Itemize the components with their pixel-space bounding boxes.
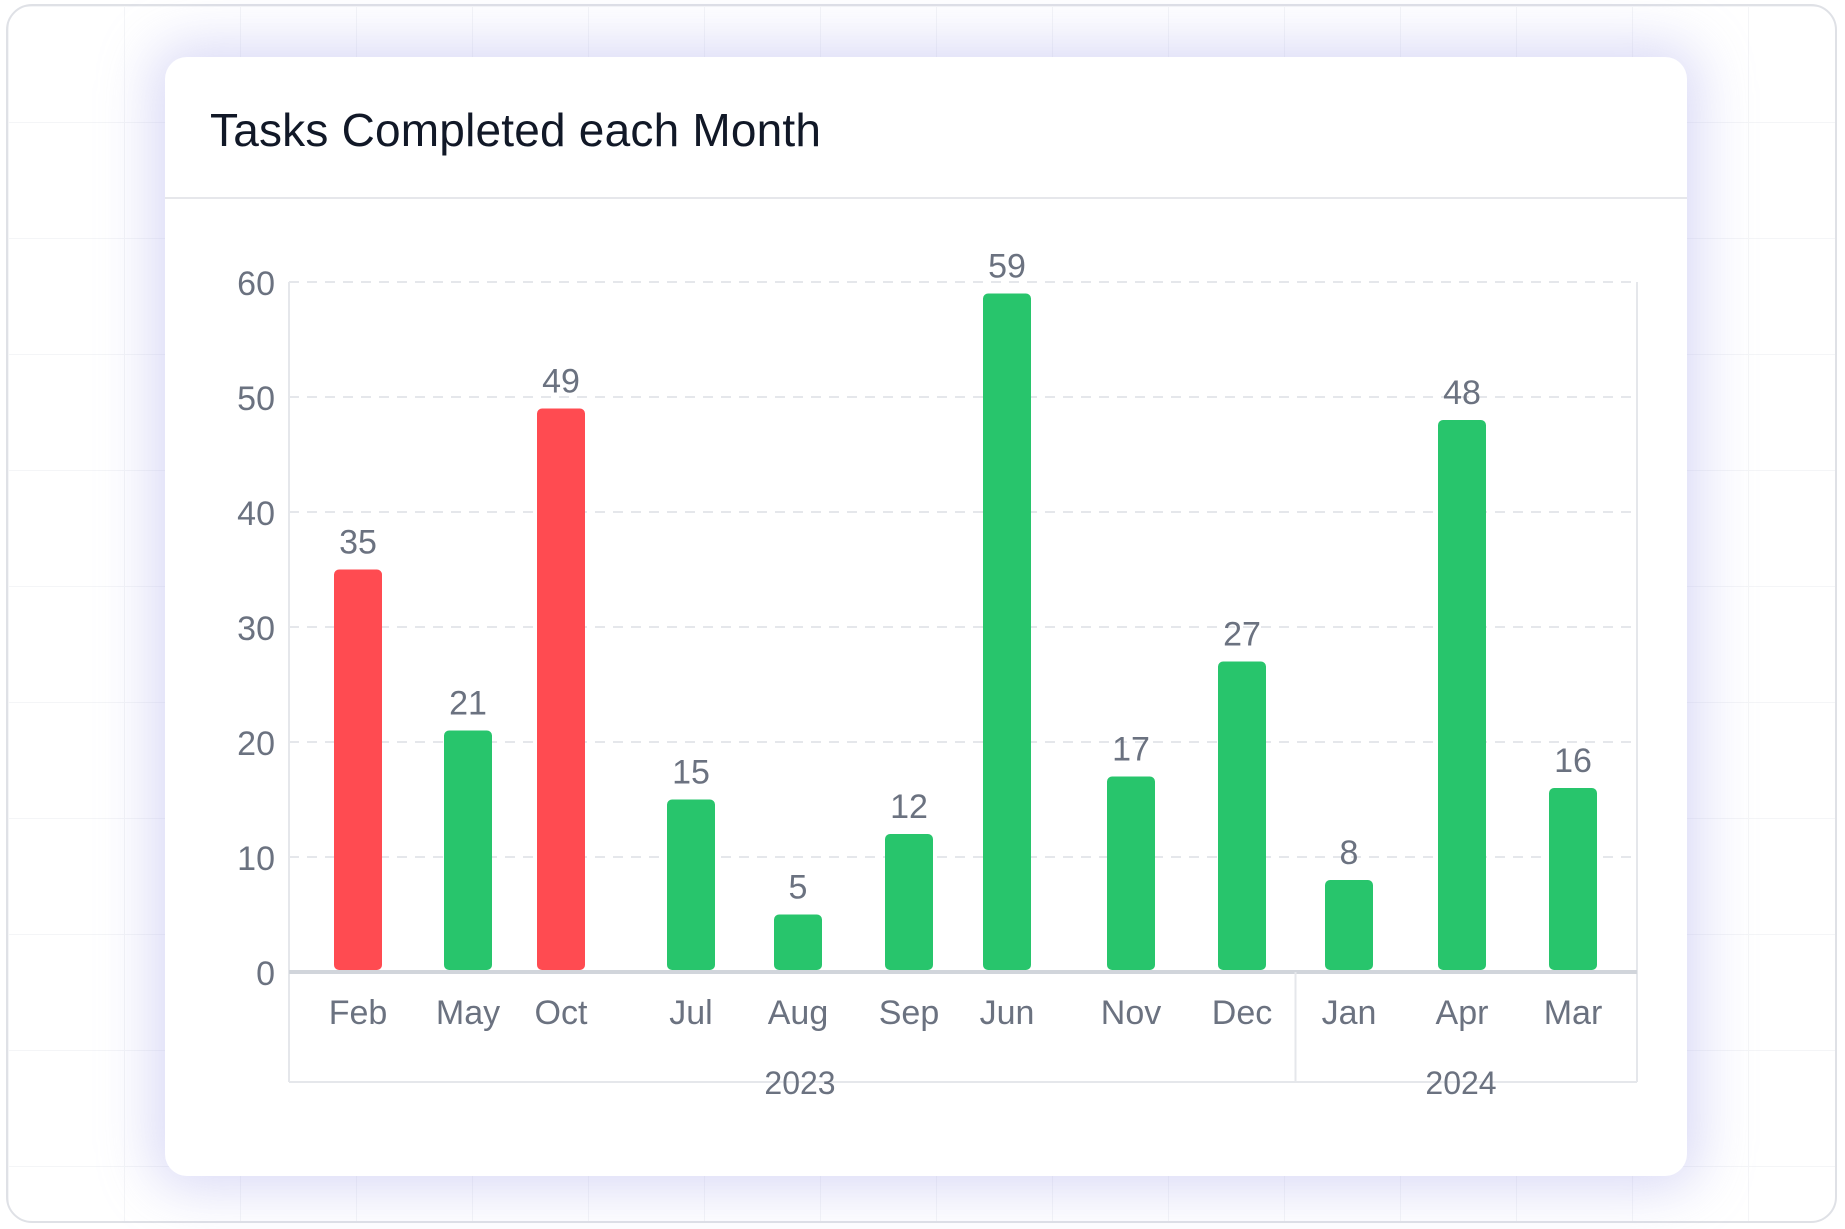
group-label: 2023 (764, 1065, 835, 1101)
y-tick-label: 20 (237, 725, 275, 763)
x-tick-label: Mar (1544, 994, 1603, 1032)
bar (537, 408, 585, 970)
y-tick-label: 50 (237, 380, 275, 418)
bar (1438, 420, 1486, 970)
x-tick-label: Jan (1322, 994, 1377, 1032)
bar (334, 569, 382, 970)
bar (774, 914, 822, 970)
x-tick-label: Dec (1212, 994, 1272, 1032)
value-label: 35 (339, 524, 377, 562)
value-label: 27 (1223, 616, 1261, 654)
y-tick-label: 10 (237, 840, 275, 878)
bar (983, 293, 1031, 970)
value-label: 5 (789, 869, 808, 907)
chart-card: Tasks Completed each Month 0 10 20 30 40 50 60… (165, 57, 1687, 1176)
card-header: Tasks Completed each Month (165, 57, 1687, 199)
value-label: 12 (890, 788, 928, 826)
group-label: 2024 (1425, 1065, 1496, 1101)
bar (1549, 788, 1597, 970)
labels: 0 10 20 30 40 50 60 35 Feb 21 May 49 Oct 15 Jul 5 Aug 12 S… (237, 248, 1602, 1102)
value-label: 15 (672, 754, 710, 792)
value-label: 8 (1340, 834, 1359, 872)
grid-lines (289, 281, 1637, 858)
value-label: 49 (542, 363, 580, 401)
axes (288, 282, 1638, 1083)
x-tick-label: Aug (768, 994, 829, 1032)
bar (885, 834, 933, 970)
value-label: 16 (1554, 742, 1592, 780)
chart-title: Tasks Completed each Month (210, 104, 822, 156)
bar (667, 799, 715, 970)
bar-chart: 0 10 20 30 40 50 60 35 Feb 21 May 49 Oct 15 Jul 5 Aug 12 S… (237, 248, 1638, 1102)
value-label: 17 (1112, 731, 1150, 769)
x-tick-label: Jun (980, 994, 1035, 1032)
x-tick-label: Sep (879, 994, 940, 1032)
y-tick-label: 40 (237, 495, 275, 533)
bar (1218, 661, 1266, 970)
bar (1325, 880, 1373, 970)
value-label: 21 (449, 685, 487, 723)
value-label: 48 (1443, 374, 1481, 412)
bar (444, 730, 492, 970)
x-tick-label: Nov (1101, 994, 1161, 1032)
x-tick-label: Jul (669, 994, 712, 1032)
value-label: 59 (988, 248, 1026, 286)
x-tick-label: Oct (535, 994, 588, 1032)
y-tick-label: 30 (237, 610, 275, 648)
y-tick-label: 0 (256, 955, 275, 993)
x-tick-label: Apr (1436, 994, 1489, 1032)
x-tick-label: May (436, 994, 500, 1032)
x-tick-label: Feb (329, 994, 388, 1032)
bars (334, 293, 1597, 970)
bar (1107, 776, 1155, 970)
y-tick-label: 60 (237, 265, 275, 303)
